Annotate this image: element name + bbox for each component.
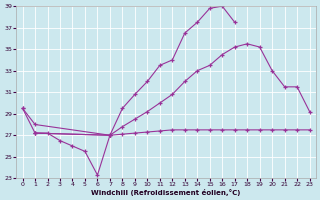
X-axis label: Windchill (Refroidissement éolien,°C): Windchill (Refroidissement éolien,°C) [92,189,241,196]
